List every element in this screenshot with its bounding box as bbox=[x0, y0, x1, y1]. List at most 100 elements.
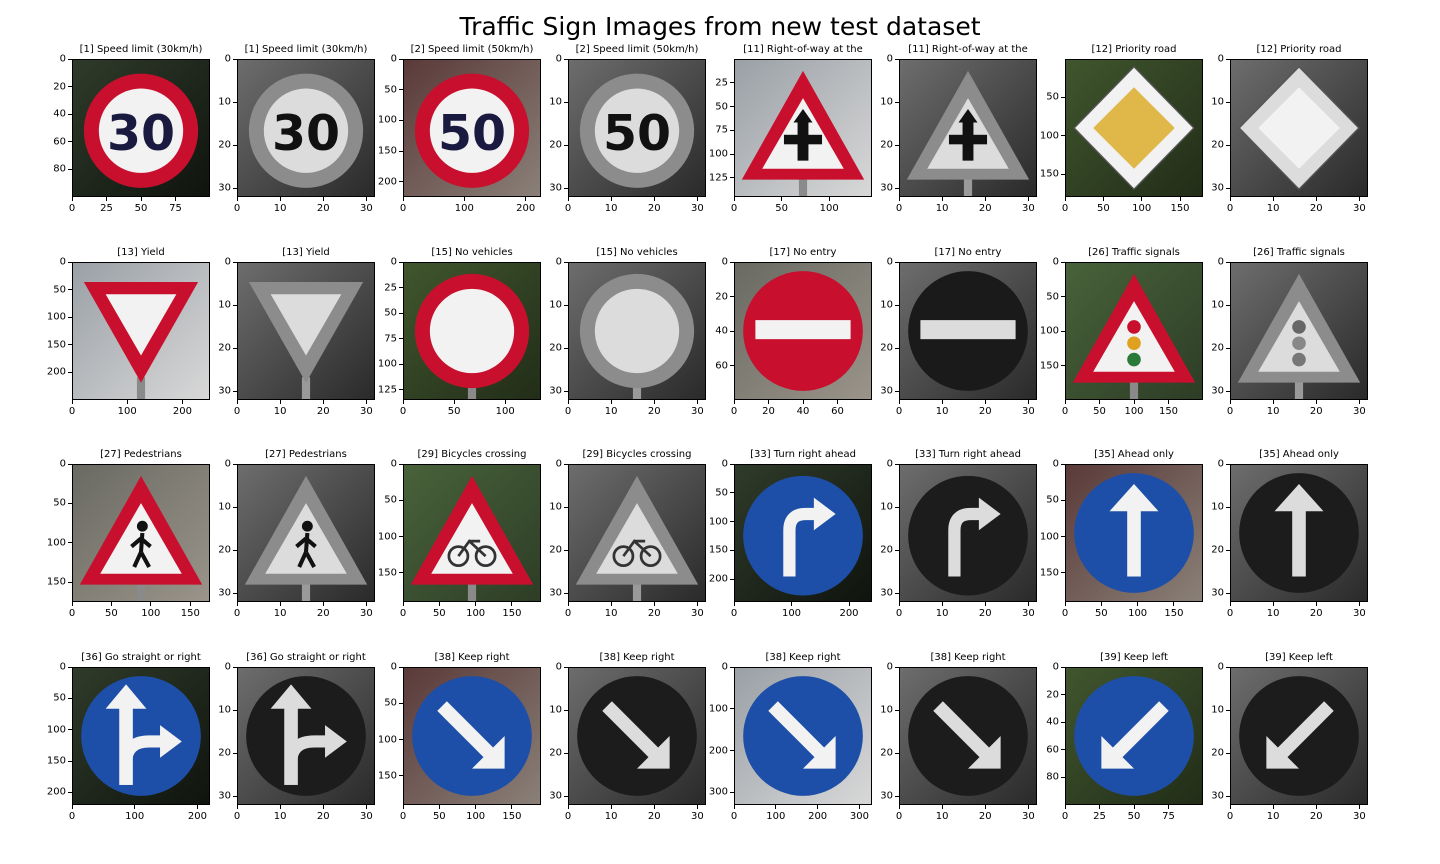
y-tick-mark bbox=[1226, 549, 1230, 551]
y-tick-label: 20 bbox=[715, 291, 728, 302]
image-panel: [33] Turn right ahead 0 100 200 0 50 100 150 200 bbox=[709, 449, 872, 619]
panel-title: [38] Keep right bbox=[765, 652, 841, 663]
ahead-only-sign-icon bbox=[1066, 465, 1202, 601]
x-tick-label: 20 bbox=[647, 203, 661, 214]
x-tick-label: 10 bbox=[273, 811, 287, 822]
x-tick-mark bbox=[1272, 602, 1274, 606]
y-tick-label: 200 bbox=[46, 786, 66, 798]
y-tick-mark bbox=[1061, 536, 1065, 538]
y-tick-label: 20 bbox=[1211, 342, 1224, 354]
speed-limit-sign-image: 50 bbox=[568, 59, 706, 197]
y-tick-label: 50 bbox=[384, 697, 397, 709]
keep-left-sign-image bbox=[1065, 667, 1203, 805]
y-tick-mark bbox=[1226, 795, 1230, 797]
x-tick-mark bbox=[126, 400, 128, 404]
y-tick-mark bbox=[730, 330, 734, 332]
panel-title: [36] Go straight or right bbox=[246, 652, 366, 663]
y-tick-label: 40 bbox=[715, 325, 728, 337]
y-tick-label: 0 bbox=[1217, 458, 1224, 470]
y-tick-label: 10 bbox=[218, 96, 231, 108]
x-tick-label: 0 bbox=[1226, 608, 1234, 619]
x-tick-mark bbox=[322, 805, 324, 809]
x-tick-label: 20 bbox=[1309, 608, 1323, 619]
x-tick-mark bbox=[610, 805, 612, 809]
x-tick-label: 30 bbox=[360, 406, 373, 417]
y-tick-label: 50 bbox=[53, 692, 66, 704]
x-tick-label: 150 bbox=[1170, 203, 1190, 214]
y-tick-mark bbox=[730, 666, 734, 668]
x-tick-label: 20 bbox=[762, 406, 775, 417]
y-tick-label: 0 bbox=[1052, 458, 1059, 470]
x-tick-label: 100 bbox=[1124, 406, 1144, 417]
figure-title: Traffic Sign Images from new test datase… bbox=[459, 12, 981, 41]
y-tick-label: 20 bbox=[1211, 747, 1224, 759]
y-tick-label: 100 bbox=[1039, 325, 1059, 337]
x-tick-label: 100 bbox=[454, 203, 474, 214]
speed-limit-sign-icon: 30 bbox=[238, 60, 374, 196]
x-tick-mark bbox=[1358, 400, 1360, 404]
y-tick-mark bbox=[730, 463, 734, 465]
x-tick-mark bbox=[941, 400, 943, 404]
x-tick-mark bbox=[1358, 197, 1360, 201]
no-entry-sign-image bbox=[734, 262, 872, 400]
y-tick-label: 20 bbox=[549, 544, 562, 556]
panel-title: [2] Speed limit (50km/h) bbox=[575, 44, 699, 55]
y-tick-label: 0 bbox=[390, 53, 397, 65]
panel-title: [35] Ahead only bbox=[1259, 449, 1339, 460]
traffic-signals-sign-icon bbox=[1231, 263, 1367, 399]
y-tick-mark bbox=[1226, 463, 1230, 465]
y-tick-label: 20 bbox=[880, 544, 893, 556]
y-tick-mark bbox=[895, 304, 899, 306]
y-tick-mark bbox=[233, 506, 237, 508]
x-tick-label: 30 bbox=[1353, 406, 1366, 417]
x-tick-mark bbox=[402, 805, 404, 809]
y-tick-mark bbox=[233, 752, 237, 754]
panel-title: [12] Priority road bbox=[1091, 44, 1177, 55]
y-tick-mark bbox=[399, 775, 403, 777]
pedestrians-sign-icon bbox=[73, 465, 209, 601]
y-tick-label: 20 bbox=[218, 544, 231, 556]
y-tick-label: 80 bbox=[1046, 771, 1059, 783]
x-tick-label: 0 bbox=[895, 608, 903, 619]
image-panel: [17] No entry 0 20 40 60 0 20 40 60 bbox=[715, 247, 872, 417]
x-tick-label: 50 bbox=[1127, 811, 1141, 822]
x-tick-mark bbox=[1027, 602, 1029, 606]
x-tick-mark bbox=[1100, 602, 1102, 606]
x-tick-mark bbox=[71, 400, 73, 404]
x-tick-label: 30 bbox=[1353, 811, 1366, 822]
x-tick-label: 20 bbox=[1309, 203, 1323, 214]
speed-limit-sign-icon: 30 bbox=[73, 60, 209, 196]
y-tick-label: 10 bbox=[218, 299, 231, 311]
y-tick-mark bbox=[730, 129, 734, 131]
no-entry-sign-icon bbox=[735, 263, 871, 399]
y-tick-label: 20 bbox=[549, 747, 562, 759]
image-panel: [36] Go straight or right 0 100 200 0 50 100 15… bbox=[47, 652, 210, 822]
x-tick-label: 30 bbox=[691, 203, 704, 214]
panel-title: [15] No vehicles bbox=[431, 247, 513, 258]
y-tick-label: 150 bbox=[377, 567, 397, 579]
y-tick-label: 10 bbox=[1211, 704, 1224, 716]
x-tick-label: 200 bbox=[839, 608, 859, 619]
x-tick-label: 0 bbox=[895, 811, 903, 822]
image-panel: [11] Right-of-way at the 0 50 100 25 50 75 100 1… bbox=[709, 44, 872, 214]
y-tick-mark bbox=[564, 795, 568, 797]
y-tick-label: 10 bbox=[218, 704, 231, 716]
image-panel: [12] Priority road 0 10 20 30 0 10 20 30 bbox=[1211, 44, 1368, 214]
y-tick-mark bbox=[564, 347, 568, 349]
y-tick-label: 0 bbox=[1217, 53, 1224, 65]
y-tick-label: 50 bbox=[384, 84, 397, 96]
x-tick-mark bbox=[463, 197, 465, 201]
y-tick-mark bbox=[564, 549, 568, 551]
x-tick-mark bbox=[1272, 197, 1274, 201]
x-tick-mark bbox=[106, 197, 107, 201]
y-tick-label: 150 bbox=[46, 755, 66, 767]
y-tick-mark bbox=[1061, 296, 1065, 297]
x-tick-label: 0 bbox=[730, 811, 738, 822]
y-tick-label: 10 bbox=[880, 299, 893, 311]
y-tick-label: 10 bbox=[880, 704, 893, 716]
y-tick-mark bbox=[895, 549, 899, 551]
x-tick-mark bbox=[236, 197, 238, 201]
x-tick-label: 60 bbox=[831, 406, 844, 417]
traffic-signals-sign-image bbox=[1230, 262, 1368, 400]
y-tick-label: 10 bbox=[1211, 96, 1224, 108]
